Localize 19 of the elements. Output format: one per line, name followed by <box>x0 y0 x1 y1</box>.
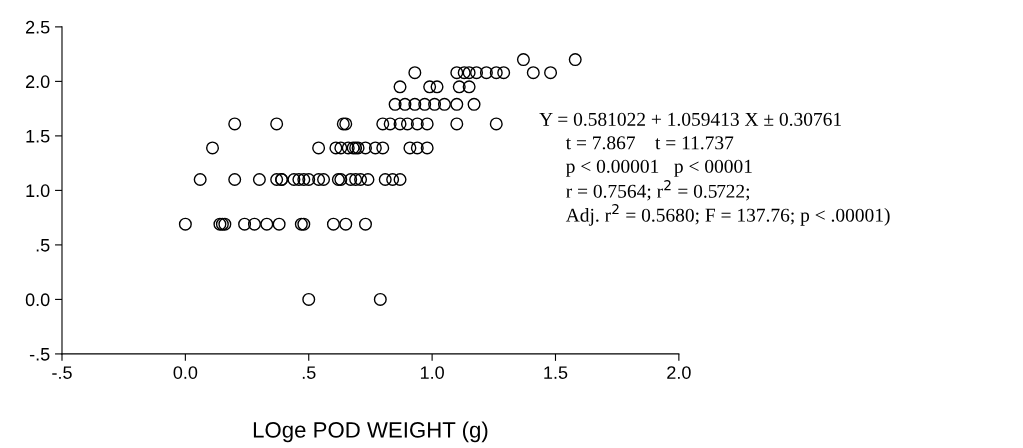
x-tick-label: 1.0 <box>420 366 444 379</box>
annotation: Adj. r$^{2}$ = 0.5680; F = 137.76; p < .00001) <box>565 204 890 226</box>
y-tick-label: 1.5 <box>26 130 50 143</box>
x-tick-label: 1.5 <box>544 366 568 379</box>
annotation: Y = 0.581022 + 1.059413 X ± 0.30761 <box>539 112 841 126</box>
annotation: r = 0.7564; r$^{2}$ = 0.5722; <box>566 180 750 201</box>
x-tick-label: -.5 <box>52 366 72 379</box>
x-tick-label: 2.0 <box>667 366 691 379</box>
y-tick-label: 2.0 <box>26 75 50 89</box>
y-tick-label: 0.0 <box>25 293 50 307</box>
y-tick-label: .5 <box>36 239 50 252</box>
y-tick-label: 1.0 <box>26 184 50 198</box>
x-tick-label: 0.0 <box>173 366 198 379</box>
x-axis-title: LOge POD WEIGHT (g) <box>253 421 488 443</box>
annotation: p < 0.00001 p < 00001 <box>566 159 752 177</box>
y-tick-label: -.5 <box>29 348 50 361</box>
y-tick-label: 2.5 <box>26 20 50 34</box>
annotation: t = 7.867 t = 11.737 <box>565 136 734 150</box>
x-tick-label: .5 <box>302 366 316 379</box>
